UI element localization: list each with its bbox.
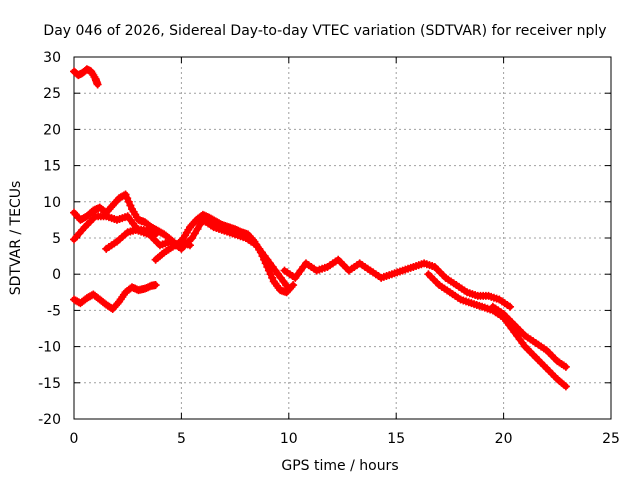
series-arc-center	[280, 255, 515, 311]
data-point	[284, 284, 293, 293]
chart-title: Day 046 of 2026, Sidereal Day-to-day VTE…	[43, 23, 606, 39]
y-tick-label: 5	[52, 231, 61, 247]
x-axis-label: GPS time / hours	[281, 458, 398, 474]
data-point	[151, 281, 160, 290]
y-tick-label: 0	[52, 267, 61, 283]
x-tick-label: 10	[280, 431, 298, 447]
series-arc-short	[151, 237, 194, 264]
y-axis-label: SDTVAR / TECUs	[8, 181, 24, 296]
interpolated-point	[266, 270, 275, 279]
interpolated-point	[196, 220, 205, 229]
y-tick-label: -5	[47, 303, 61, 319]
x-tick-labels: 0 5 10 15 20 25	[70, 431, 620, 447]
series-arc-mid	[70, 212, 293, 293]
data-point	[289, 281, 298, 290]
y-tick-label: 10	[43, 195, 61, 211]
interpolated-point	[190, 229, 199, 238]
interpolated-point	[193, 224, 202, 233]
y-tick-labels: -20 -15 -10 -5 0 5 10 15 20 25 30	[38, 50, 61, 428]
series-arc-lower	[70, 281, 160, 313]
interpolated-point	[123, 194, 132, 203]
series-arc-tail-b	[488, 302, 570, 371]
data-point	[561, 362, 570, 371]
data-points	[70, 65, 570, 391]
x-tick-label: 20	[495, 431, 513, 447]
interpolated-point	[124, 197, 133, 206]
y-tick-label: -20	[38, 412, 61, 428]
y-tick-label: -10	[38, 340, 61, 356]
series-arc-top	[70, 65, 102, 89]
series-arc-rising	[102, 225, 160, 253]
y-tick-label: 15	[43, 159, 61, 175]
series-arc-upper	[70, 190, 298, 297]
y-tick-label: 30	[43, 50, 61, 66]
data-point	[561, 382, 570, 391]
y-tick-label: 20	[43, 122, 61, 138]
series-arc-tail-a	[424, 270, 570, 391]
x-tick-label: 0	[70, 431, 79, 447]
data-point	[93, 80, 102, 89]
data-point	[506, 302, 515, 311]
x-tick-label: 5	[177, 431, 186, 447]
interpolated-point	[150, 229, 159, 238]
x-tick-label: 25	[602, 431, 620, 447]
data-point	[151, 230, 160, 239]
y-tick-label: -15	[38, 376, 61, 392]
axis-ticks	[73, 56, 612, 420]
x-tick-label: 15	[387, 431, 405, 447]
y-tick-label: 25	[43, 86, 61, 102]
data-point	[185, 241, 194, 250]
